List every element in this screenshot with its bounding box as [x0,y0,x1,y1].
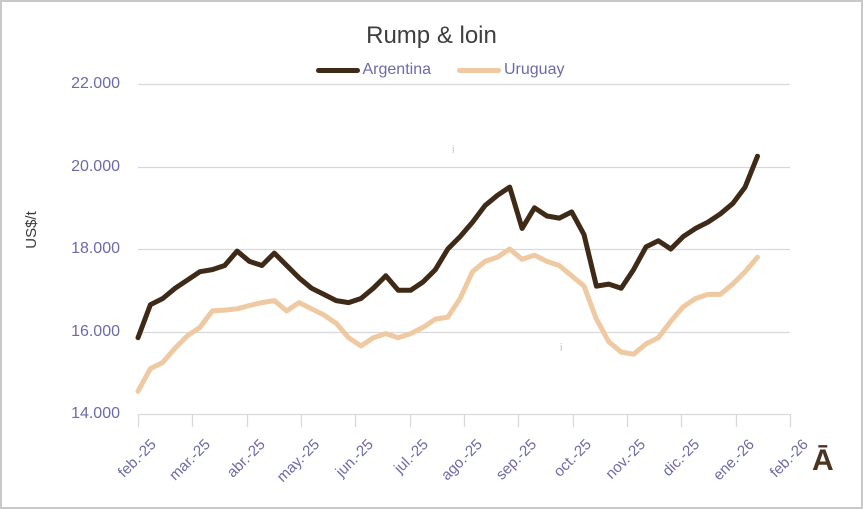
legend-entry-uruguay[interactable]: Uruguay [457,61,564,79]
y-axis-label-20000: 20.000 [71,157,120,175]
stray-a-macron-glyph: Ā [812,444,834,477]
legend-label-argentina: Argentina [362,61,432,78]
legend-label-uruguay: Uruguay [504,61,565,78]
legend-entry-argentina[interactable]: Argentina [315,61,432,79]
series-line-argentina[interactable] [135,153,760,341]
chart-title: Rump & loin [366,22,497,49]
y-axis-label-16000: 16.000 [71,322,120,340]
faint-artifact-mark-1: i [452,144,455,156]
y-axis-label-22000: 22.000 [71,75,120,92]
series-line-uruguay[interactable] [135,246,760,394]
legend: Argentina Uruguay [0,59,863,81]
legend-swatch-argentina [315,67,360,73]
faint-artifact-mark-2: i [560,342,563,354]
y-axis-label-18000: 18.000 [71,240,120,257]
legend-swatch-uruguay [457,67,501,73]
y-axis-label-14000: 14.000 [71,405,120,422]
